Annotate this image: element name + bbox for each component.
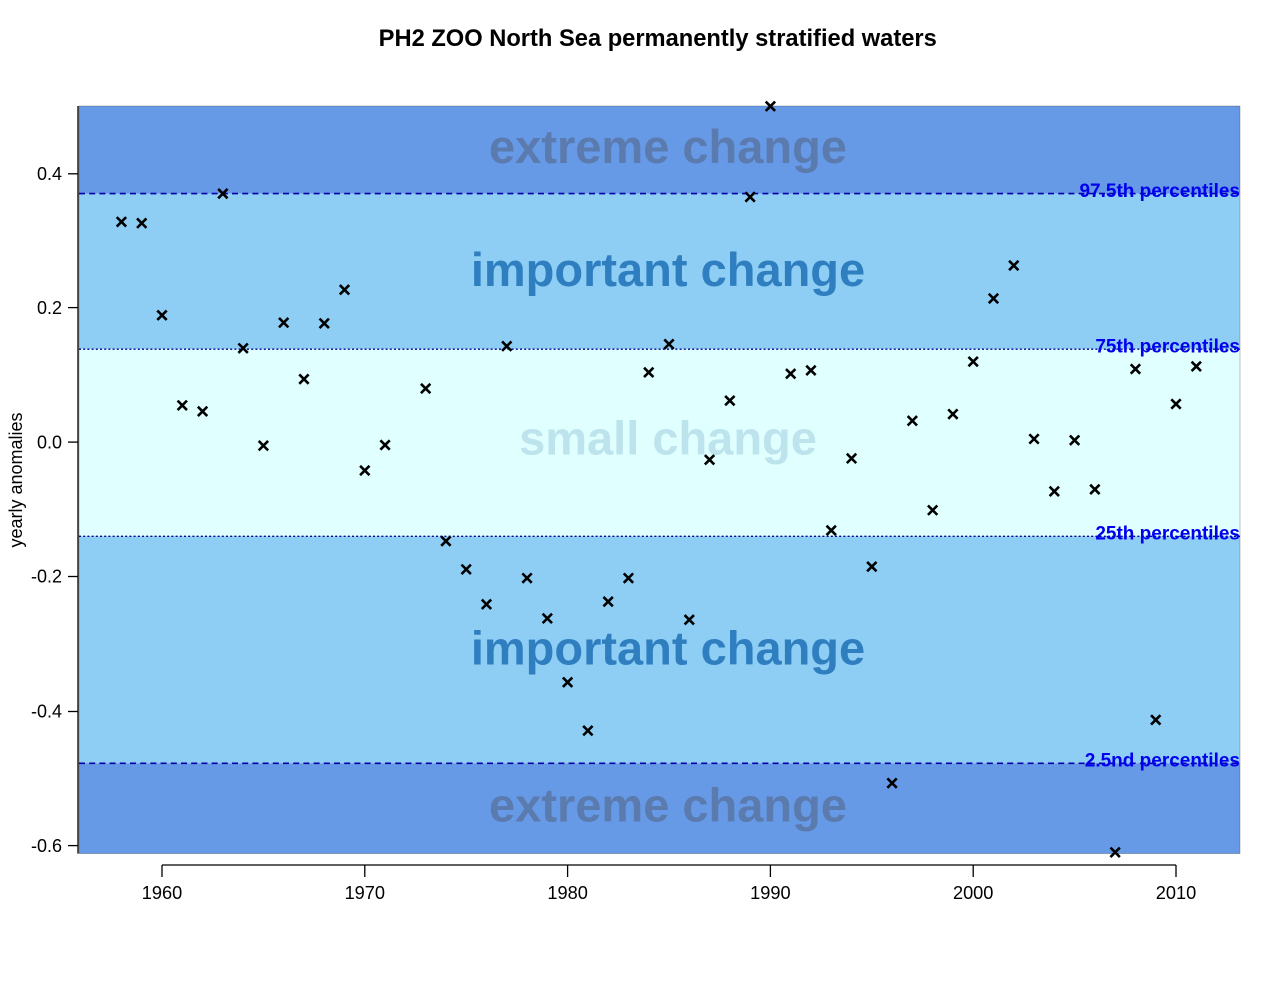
svg-text:extreme change: extreme change [489, 120, 847, 173]
svg-text:extreme change: extreme change [489, 779, 847, 832]
svg-text:small change: small change [519, 411, 817, 464]
svg-text:0.2: 0.2 [37, 298, 62, 318]
svg-text:25th percentiles: 25th percentiles [1095, 524, 1240, 545]
svg-text:1980: 1980 [547, 883, 587, 903]
svg-text:1970: 1970 [345, 883, 385, 903]
svg-text:97.5th percentiles: 97.5th percentiles [1079, 181, 1240, 202]
svg-text:important change: important change [471, 622, 865, 675]
svg-text:0.0: 0.0 [37, 432, 62, 452]
svg-text:-0.2: -0.2 [31, 567, 62, 587]
svg-text:-0.4: -0.4 [31, 702, 62, 722]
svg-text:-0.6: -0.6 [31, 836, 62, 856]
svg-text:75th percentiles: 75th percentiles [1095, 337, 1240, 358]
svg-text:2010: 2010 [1156, 883, 1196, 903]
svg-text:important change: important change [471, 243, 865, 296]
svg-text:1990: 1990 [750, 883, 790, 903]
svg-text:0.4: 0.4 [37, 164, 62, 184]
svg-text:yearly anomalies: yearly anomalies [6, 412, 26, 547]
svg-text:2000: 2000 [953, 883, 993, 903]
svg-text:1960: 1960 [142, 883, 182, 903]
svg-text:2.5nd percentiles: 2.5nd percentiles [1085, 751, 1240, 772]
